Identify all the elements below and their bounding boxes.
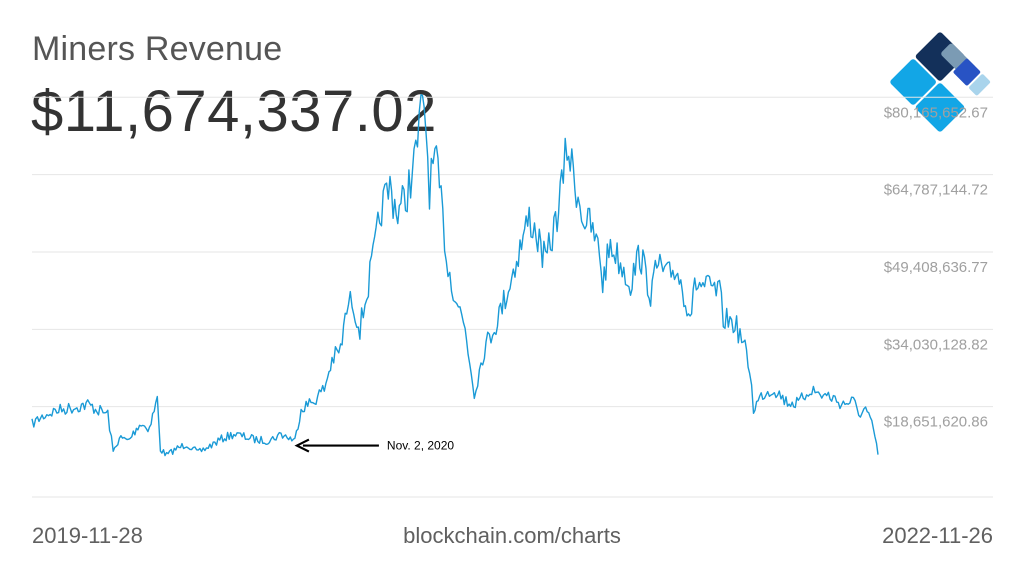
- logo-blue-tile: [953, 58, 981, 86]
- y-tick-label: $18,651,620.86: [884, 414, 988, 431]
- logo-light-tile: [969, 74, 991, 96]
- y-axis-ticks: $18,651,620.86 $34,030,128.82 $49,408,636.…: [884, 104, 988, 430]
- annotation-arrowhead: [294, 438, 310, 453]
- y-tick-label: $49,408,636.77: [884, 259, 988, 276]
- y-tick-label: $80,165,652.67: [884, 104, 988, 121]
- source-link[interactable]: blockchain.com/charts: [403, 523, 621, 548]
- series-line-miners-revenue: [31, 93, 879, 457]
- y-tick-label: $34,030,128.82: [884, 336, 988, 353]
- annotation: Nov. 2, 2020: [294, 438, 454, 453]
- grid: [32, 96, 993, 498]
- start-date-label: 2019-11-28: [32, 523, 143, 548]
- current-value: $11,674,337.02: [31, 79, 437, 144]
- end-date-label: 2022-11-26: [882, 523, 993, 548]
- logo-cyan-left-tile: [890, 59, 936, 105]
- blockchain-logo-icon: [890, 32, 991, 132]
- chart-title: Miners Revenue: [32, 30, 283, 68]
- logo-cyan-tile: [915, 83, 965, 132]
- annotation-label: Nov. 2, 2020: [387, 439, 454, 453]
- y-tick-label: $64,787,144.72: [884, 182, 988, 199]
